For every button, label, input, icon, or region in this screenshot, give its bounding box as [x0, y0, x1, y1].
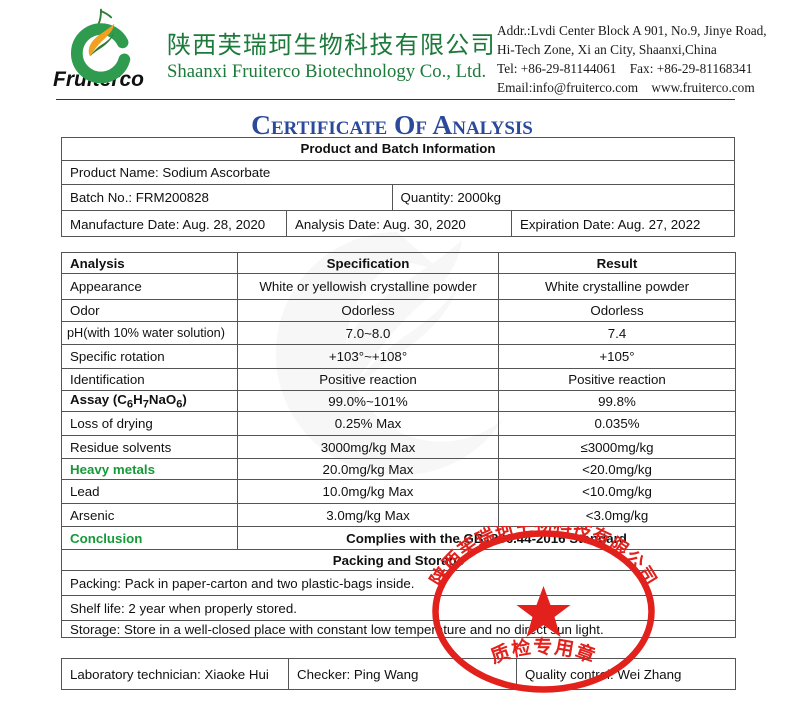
svg-text:质检专用章: 质检专用章 — [488, 635, 600, 668]
